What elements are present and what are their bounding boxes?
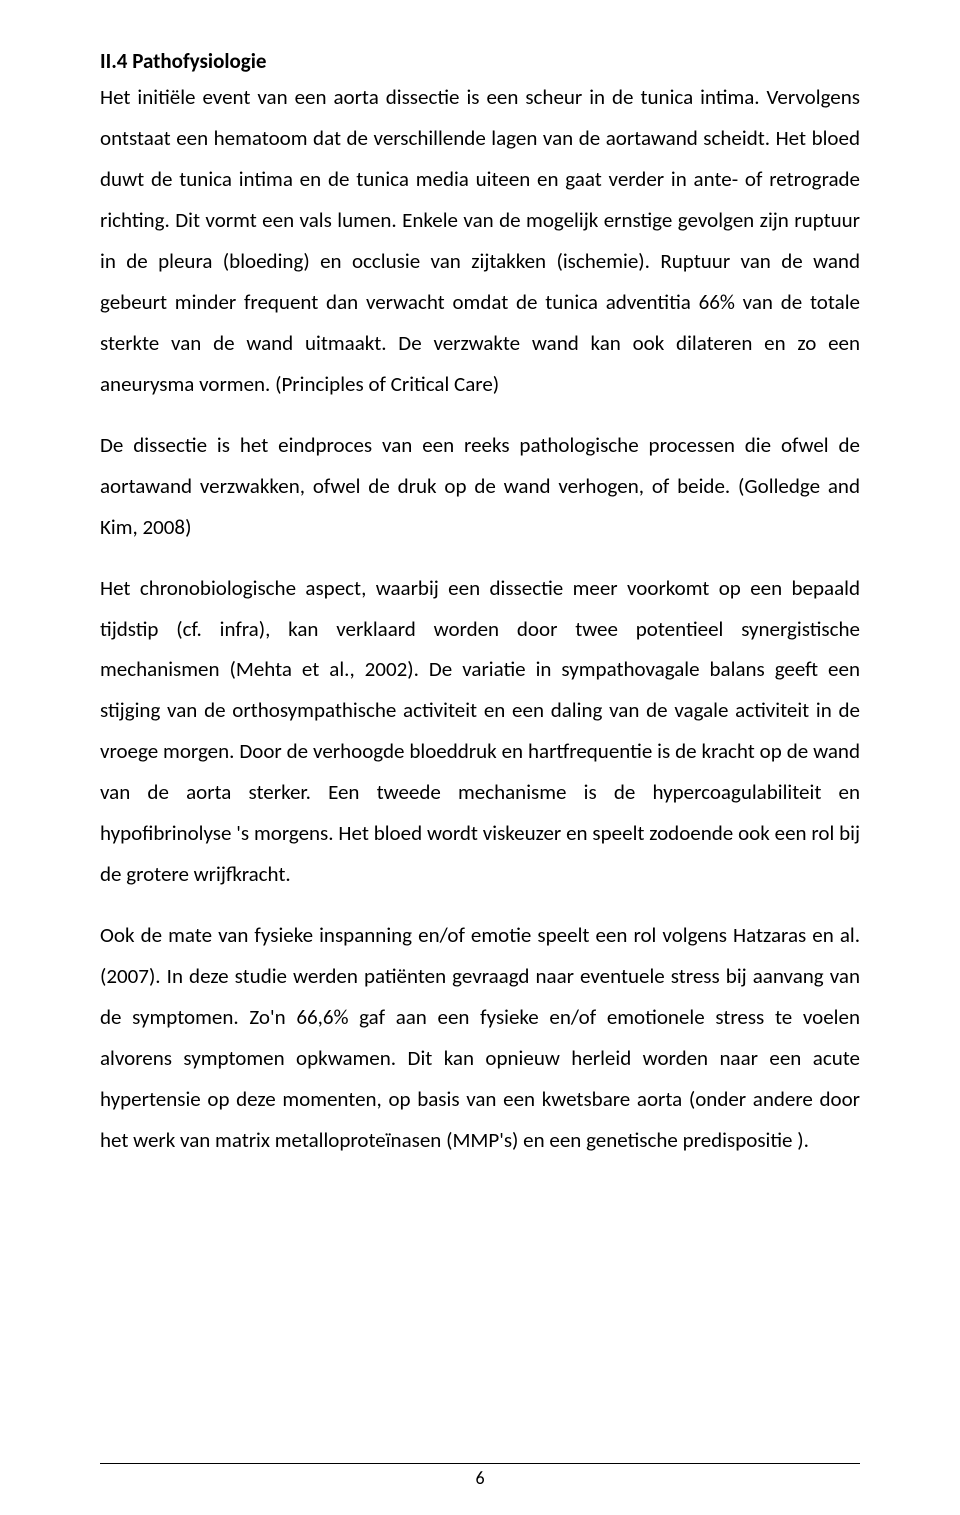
body-paragraph: Het chronobiologische aspect, waarbij ee… [100,568,860,896]
document-page: II.4 Pathofysiologie Het initiële event … [0,0,960,1515]
body-paragraph: Het initiële event van een aorta dissect… [100,77,860,405]
section-heading: II.4 Pathofysiologie [100,48,860,75]
body-paragraph: Ook de mate van fysieke inspanning en/of… [100,915,860,1161]
footer-rule [100,1463,860,1464]
body-paragraph: De dissectie is het eindproces van een r… [100,425,860,548]
page-number: 6 [100,1467,860,1489]
page-footer: 6 [100,1463,860,1489]
